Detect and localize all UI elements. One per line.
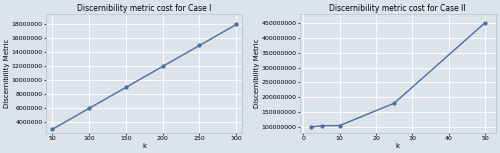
Title: Discernibility metric cost for Case II: Discernibility metric cost for Case II: [330, 4, 466, 13]
X-axis label: k: k: [396, 143, 400, 149]
Title: Discernibility metric cost for Case I: Discernibility metric cost for Case I: [77, 4, 212, 13]
X-axis label: k: k: [142, 143, 146, 149]
Y-axis label: Discernibility Metric: Discernibility Metric: [4, 39, 10, 108]
Y-axis label: Discernibility Metric: Discernibility Metric: [254, 39, 260, 108]
